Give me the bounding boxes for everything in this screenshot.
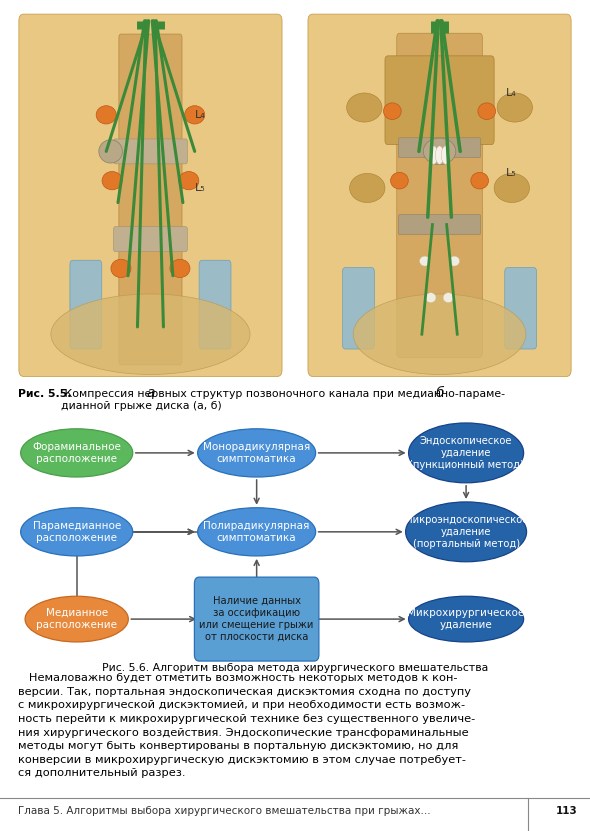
Text: L₅: L₅ [195,183,205,193]
Text: Фораминальное
расположение: Фораминальное расположение [32,442,121,464]
FancyBboxPatch shape [399,138,480,158]
Ellipse shape [347,93,382,122]
Ellipse shape [198,508,316,556]
Ellipse shape [170,259,190,278]
Text: Микрохирургическое
удаление: Микрохирургическое удаление [408,608,525,630]
Text: Немаловажно будет отметить возможность некоторых методов к кон-
версии. Так, пор: Немаловажно будет отметить возможность н… [18,673,475,779]
FancyBboxPatch shape [113,227,187,252]
Text: L₅: L₅ [506,169,517,179]
Text: Монорадикулярная
симптоматика: Монорадикулярная симптоматика [203,442,310,464]
Text: Медианное
расположение: Медианное расположение [36,608,117,630]
Ellipse shape [198,429,316,477]
FancyBboxPatch shape [199,260,231,349]
Ellipse shape [471,172,489,189]
Ellipse shape [21,508,133,556]
Ellipse shape [406,502,527,562]
Ellipse shape [111,259,131,278]
Ellipse shape [435,146,444,165]
Ellipse shape [430,146,438,165]
FancyBboxPatch shape [396,33,483,357]
Ellipse shape [384,103,401,120]
Text: б: б [435,386,444,401]
Ellipse shape [96,106,116,124]
Text: Рис. 5.5.: Рис. 5.5. [18,389,71,399]
Text: Парамедианное
расположение: Парамедианное расположение [32,521,121,543]
Text: Полирадикулярная
симптоматика: Полирадикулярная симптоматика [204,521,310,543]
Ellipse shape [441,146,450,165]
Ellipse shape [497,93,532,122]
Ellipse shape [449,256,460,266]
Ellipse shape [185,106,205,124]
Ellipse shape [391,172,408,189]
Ellipse shape [99,140,123,163]
Text: Рис. 5.6.: Рис. 5.6. [268,663,322,673]
FancyBboxPatch shape [113,139,187,164]
Ellipse shape [349,174,385,203]
Ellipse shape [408,423,524,483]
Text: а: а [146,386,155,401]
FancyBboxPatch shape [399,214,480,234]
FancyBboxPatch shape [70,260,102,349]
Ellipse shape [425,293,436,302]
Ellipse shape [51,294,250,375]
Text: Компрессия нервных структур позвоночного канала при медианно-параме-
дианной гры: Компрессия нервных структур позвоночного… [61,389,506,411]
Ellipse shape [21,429,133,477]
Text: L₄: L₄ [195,110,205,120]
Text: 113: 113 [556,806,577,816]
FancyBboxPatch shape [19,14,282,376]
Ellipse shape [25,597,128,642]
FancyBboxPatch shape [342,268,374,349]
FancyBboxPatch shape [308,14,571,376]
FancyBboxPatch shape [195,577,319,661]
Ellipse shape [179,171,199,189]
Ellipse shape [419,256,430,266]
FancyBboxPatch shape [385,56,494,145]
Text: Глава 5. Алгоритмы выбора хирургического вмешательства при грыжах...: Глава 5. Алгоритмы выбора хирургического… [18,806,430,816]
Ellipse shape [494,174,530,203]
Ellipse shape [353,294,526,375]
Text: Наличие данных
за оссификацию
или смещение грыжи
от плоскости диска: Наличие данных за оссификацию или смещен… [199,596,314,642]
Ellipse shape [443,293,454,302]
Text: Микроэндоскопическое
удаление
(портальный метод): Микроэндоскопическое удаление (портальны… [404,515,528,548]
Ellipse shape [408,597,524,642]
Text: L₄: L₄ [506,88,517,98]
FancyBboxPatch shape [505,268,537,349]
Ellipse shape [102,171,122,189]
FancyBboxPatch shape [119,34,182,365]
Ellipse shape [478,103,496,120]
Ellipse shape [423,138,456,165]
Text: Алгоритм выбора метода хирургического вмешательства: Алгоритм выбора метода хирургического вм… [144,663,483,673]
Text: Эндоскопическое
удаление
(пункционный метод): Эндоскопическое удаление (пункционный ме… [409,436,523,470]
Text: Рис. 5.6. Алгоритм выбора метода хирургического вмешательства: Рис. 5.6. Алгоритм выбора метода хирурги… [102,663,488,673]
